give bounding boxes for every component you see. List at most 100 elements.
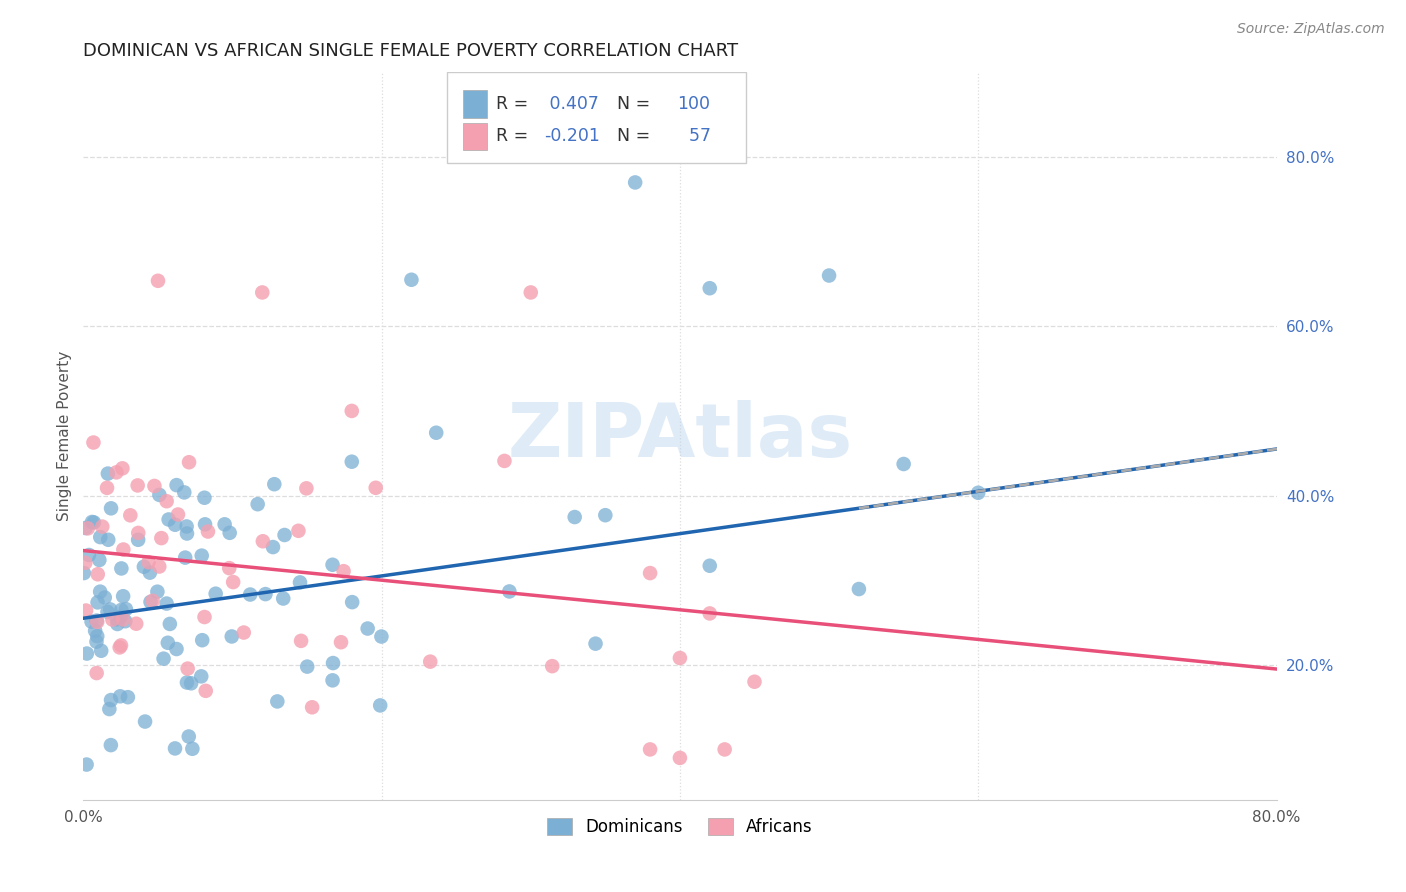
Point <box>332 564 354 578</box>
Point <box>90 644 112 658</box>
Point <box>166 642 188 657</box>
Text: R =: R = <box>496 95 534 112</box>
Point <box>157 512 180 526</box>
Point <box>91 519 114 533</box>
Point <box>87 567 110 582</box>
Point <box>86 666 108 681</box>
Point <box>127 533 149 547</box>
Point <box>105 466 128 480</box>
Point <box>498 584 520 599</box>
Point <box>340 595 363 609</box>
Point <box>97 467 120 481</box>
Point <box>699 607 721 621</box>
Point <box>120 508 142 523</box>
Point <box>190 669 212 683</box>
Point <box>86 615 108 629</box>
Point <box>364 481 387 495</box>
Point <box>89 553 111 567</box>
Point <box>139 566 162 580</box>
Point <box>100 693 122 707</box>
Point <box>125 616 148 631</box>
Point <box>301 700 323 714</box>
Point <box>150 531 173 545</box>
Point <box>713 742 735 756</box>
Point <box>176 675 198 690</box>
Point <box>148 488 170 502</box>
Point <box>146 584 169 599</box>
Point <box>127 525 149 540</box>
Point <box>744 674 766 689</box>
Point <box>541 659 564 673</box>
Point <box>699 281 721 295</box>
Point <box>322 656 344 670</box>
Point <box>156 636 179 650</box>
Point <box>191 633 214 648</box>
Point <box>110 603 132 617</box>
Point <box>638 742 661 756</box>
Point <box>218 525 240 540</box>
Point <box>181 741 204 756</box>
Point <box>214 517 236 532</box>
Point <box>173 485 195 500</box>
Point <box>100 738 122 752</box>
Point <box>669 751 692 765</box>
Point <box>271 591 294 606</box>
Point <box>132 559 155 574</box>
Point <box>340 455 363 469</box>
Point <box>111 612 134 626</box>
Point <box>290 633 312 648</box>
Point <box>180 676 202 690</box>
Point <box>75 556 97 570</box>
Point <box>110 610 132 624</box>
Text: N =: N = <box>606 95 655 112</box>
Point <box>893 457 915 471</box>
Point <box>96 605 118 619</box>
Point <box>163 741 186 756</box>
Point <box>76 757 98 772</box>
Point <box>564 510 586 524</box>
Point <box>595 508 617 523</box>
Point <box>254 587 277 601</box>
Point <box>246 497 269 511</box>
Point <box>288 575 311 590</box>
Point <box>818 268 841 283</box>
Point <box>86 595 108 609</box>
Text: -0.201: -0.201 <box>544 127 600 145</box>
Point <box>84 624 107 638</box>
Point <box>111 461 134 475</box>
Point <box>221 630 243 644</box>
Point <box>138 555 160 569</box>
Point <box>419 655 441 669</box>
Point <box>112 589 135 603</box>
Point <box>322 558 344 572</box>
Point <box>638 566 661 580</box>
Point <box>232 625 254 640</box>
Point <box>262 540 284 554</box>
Point <box>86 634 108 648</box>
Point <box>127 478 149 492</box>
Point <box>100 501 122 516</box>
Point <box>699 558 721 573</box>
Point <box>148 559 170 574</box>
Point <box>263 477 285 491</box>
Point <box>197 524 219 539</box>
Point <box>340 404 363 418</box>
Point <box>401 273 423 287</box>
Point <box>101 613 124 627</box>
Point <box>134 714 156 729</box>
Point <box>273 528 295 542</box>
Point <box>73 566 96 580</box>
Point <box>370 630 392 644</box>
Point <box>194 683 217 698</box>
Point <box>176 662 198 676</box>
Point <box>89 584 111 599</box>
Point <box>115 602 138 616</box>
Point <box>75 521 97 535</box>
Point <box>194 517 217 532</box>
Point <box>669 651 692 665</box>
Text: Source: ZipAtlas.com: Source: ZipAtlas.com <box>1237 22 1385 37</box>
Point <box>89 530 111 544</box>
Point <box>75 603 97 617</box>
Y-axis label: Single Female Poverty: Single Female Poverty <box>58 351 72 522</box>
Point <box>167 508 190 522</box>
